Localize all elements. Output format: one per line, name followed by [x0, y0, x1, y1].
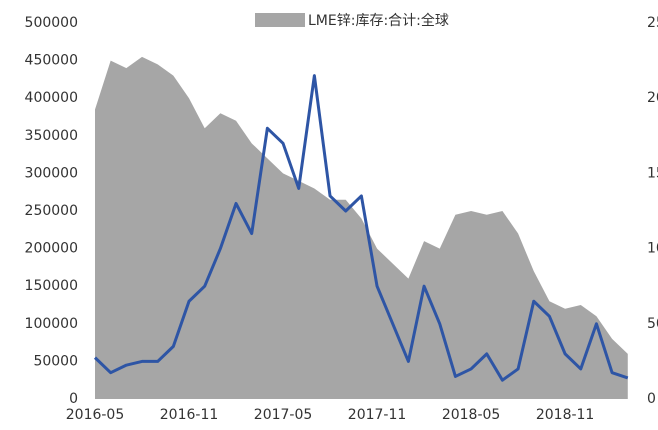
y-tick-label: 500000 — [25, 15, 78, 31]
x-tick-label: 2018-11 — [536, 407, 595, 423]
y2-tick-label: 0 — [647, 391, 656, 407]
y2-tick-label: 100000 — [647, 241, 658, 257]
y-tick-label: 350000 — [25, 128, 78, 144]
x-tick-label: 2017-05 — [254, 407, 313, 423]
x-tick-label: 2016-11 — [160, 407, 219, 423]
area — [95, 56, 628, 400]
legend-label: LME锌:库存:合计:全球 — [308, 12, 449, 29]
y-tick-label: 100000 — [25, 316, 78, 332]
x-tick-label: 2018-05 — [442, 407, 501, 423]
y-tick-label: 150000 — [25, 278, 78, 294]
x-tick-label: 2017-11 — [348, 407, 407, 423]
y-tick-label: 300000 — [25, 165, 78, 181]
line — [93, 74, 629, 382]
y-tick-label: 400000 — [25, 90, 78, 106]
y2-tick-label: 50000 — [647, 316, 658, 332]
legend-swatch — [255, 13, 305, 27]
y-tick-label: 0 — [69, 391, 78, 407]
y-tick-label: 250000 — [25, 203, 78, 219]
y-tick-label: 50000 — [33, 353, 78, 369]
y2-tick-label: 150000 — [647, 165, 658, 181]
y-tick-label: 450000 — [25, 53, 78, 69]
y2-tick-label: 250000 — [647, 15, 658, 31]
y-tick-label: 200000 — [25, 241, 78, 257]
y2-tick-label: 200000 — [647, 90, 658, 106]
x-tick-label: 2016-05 — [66, 407, 125, 423]
